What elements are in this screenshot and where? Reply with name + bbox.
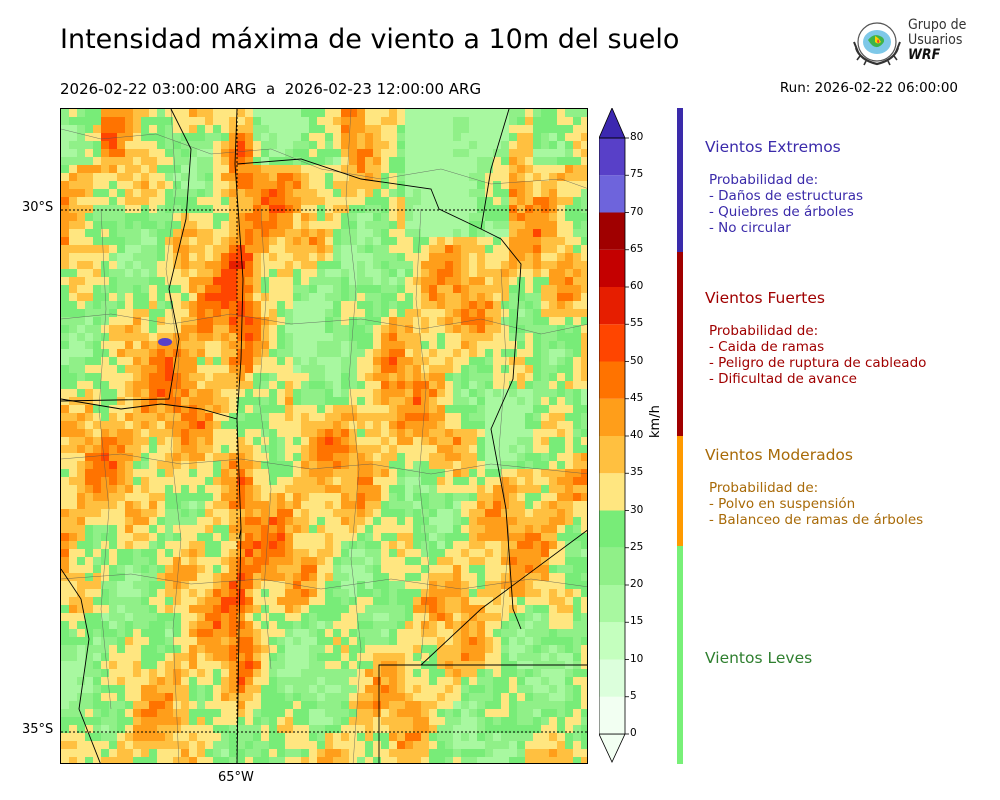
colorbar-segment <box>599 324 625 362</box>
category-description-line: - Quiebres de árboles <box>709 204 854 220</box>
colorbar-tick-label: 65 <box>630 242 644 255</box>
extreme-wind-spot <box>158 338 172 346</box>
run-timestamp: Run: 2026-02-22 06:00:00 <box>779 80 958 96</box>
colorbar-segment <box>599 585 625 623</box>
logo-wordmark: Grupo de Usuarios WRF <box>908 17 967 63</box>
period-separator: a <box>265 80 276 98</box>
category-color-bar <box>677 436 683 546</box>
logo-globe-icon <box>853 22 901 66</box>
lat-label-35s: 35°S <box>22 722 54 737</box>
category-description: Probabilidad de: - Polvo en suspensión - B… <box>709 480 923 528</box>
category-color-bar <box>677 252 683 436</box>
colorbar-segment <box>599 436 625 474</box>
category-description-line: - No circular <box>709 220 791 236</box>
map-title: Intensidad máxima de viento a 10m del su… <box>60 24 680 55</box>
province-borders <box>61 109 587 763</box>
colorbar-segment <box>599 175 625 213</box>
colorbar-tick-label: 20 <box>630 578 644 590</box>
colorbar-tick-label: 80 <box>630 131 644 143</box>
category-title: Vientos Leves <box>705 649 813 667</box>
colorbar-segment <box>599 510 625 548</box>
colorbar-tick-label: 35 <box>630 466 644 479</box>
category-description-line: Probabilidad de: <box>709 323 819 339</box>
category-title: Vientos Fuertes <box>705 289 825 307</box>
colorbar-tick-label: 25 <box>630 540 644 553</box>
wind-field-raster <box>61 109 587 763</box>
colorbar-segment <box>599 138 625 176</box>
category-title: Vientos Moderados <box>705 446 853 464</box>
category-description: Probabilidad de: - Caida de ramas - Peligr… <box>709 323 926 387</box>
graticule <box>61 109 587 763</box>
colorbar-segment <box>599 473 625 511</box>
department-borders <box>61 109 587 763</box>
forecast-period: 2026-02-22 03:00:00 ARG a 2026-02-23 12:… <box>60 80 481 98</box>
category-description-line: - Caida de ramas <box>709 339 825 355</box>
colorbar-tick-label: 75 <box>630 168 644 181</box>
category-color-bar <box>677 108 683 252</box>
colorbar-unit: km/h <box>648 405 663 438</box>
colorbar-segment <box>599 659 625 697</box>
colorbar-tick-label: 45 <box>630 391 644 404</box>
colorbar-min-extend <box>599 733 626 763</box>
category-description-line: - Polvo en suspensión <box>709 496 856 512</box>
category-description-line: - Peligro de ruptura de cableado <box>709 355 927 371</box>
category-title: Vientos Extremos <box>705 138 841 156</box>
colorbar-segment <box>599 398 625 436</box>
colorbar-tick-label: 30 <box>630 503 644 516</box>
lat-label-30s: 30°S <box>22 200 54 215</box>
colorbar-tick-label: 5 <box>630 689 637 702</box>
wind-colorbar <box>599 108 629 763</box>
colorbar-tick-label: 50 <box>630 354 644 367</box>
lon-label-65w: 65°W <box>218 770 254 785</box>
colorbar-tick-label: 55 <box>630 317 644 330</box>
colorbar-segment <box>599 622 625 660</box>
colorbar-tick-label: 10 <box>630 652 644 665</box>
grupo-usuarios-wrf-logo: Grupo de Usuarios WRF <box>848 16 968 72</box>
colorbar-segment <box>599 212 625 250</box>
category-description: Probabilidad de: - Daños de estructuras - … <box>709 172 863 236</box>
colorbar-segment <box>599 287 625 325</box>
category-description-line: Probabilidad de: <box>709 172 819 188</box>
colorbar-tick-label: 70 <box>630 205 644 218</box>
colorbar-segment <box>599 696 625 734</box>
colorbar-tick-label: 0 <box>630 727 637 739</box>
colorbar-max-extend <box>599 108 626 139</box>
category-description-line: - Dificultad de avance <box>709 371 857 387</box>
colorbar-segment <box>599 361 625 399</box>
category-description-line: - Daños de estructuras <box>709 188 864 204</box>
colorbar-segment <box>599 249 625 287</box>
colorbar-tick-label: 60 <box>630 280 644 292</box>
colorbar-tick-label: 40 <box>630 429 644 441</box>
wind-intensity-map <box>60 108 588 764</box>
colorbar-segment <box>599 547 625 585</box>
category-color-bar <box>677 546 683 764</box>
colorbar-tick-label: 15 <box>630 615 644 628</box>
period-end: 2026-02-23 12:00:00 ARG <box>284 80 482 98</box>
category-description-line: Probabilidad de: <box>709 480 819 496</box>
period-start: 2026-02-22 03:00:00 ARG <box>60 80 257 98</box>
category-description-line: - Balanceo de ramas de árboles <box>709 512 924 528</box>
